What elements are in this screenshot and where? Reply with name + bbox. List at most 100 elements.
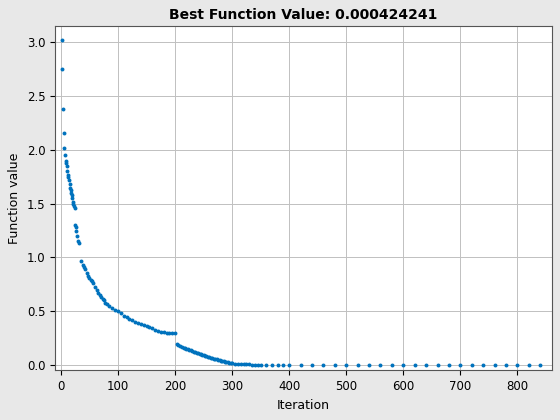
Point xyxy=(181,345,190,352)
Point xyxy=(342,362,351,368)
Point xyxy=(58,66,67,73)
Point xyxy=(172,340,181,347)
Point xyxy=(256,361,265,368)
Point xyxy=(319,362,328,368)
Title: Best Function Value: 0.000424241: Best Function Value: 0.000424241 xyxy=(169,8,437,22)
Point xyxy=(212,356,221,363)
Point xyxy=(78,262,87,268)
Point xyxy=(72,227,81,234)
Point xyxy=(96,294,105,301)
Point xyxy=(176,343,185,349)
Point xyxy=(479,362,488,368)
Point xyxy=(524,362,533,368)
Point xyxy=(284,362,293,368)
Point xyxy=(353,362,362,368)
Point xyxy=(64,177,73,184)
Point xyxy=(81,266,90,273)
Point xyxy=(122,313,131,320)
Point xyxy=(139,322,148,328)
Y-axis label: Function value: Function value xyxy=(8,152,21,244)
Point xyxy=(65,181,74,188)
Point xyxy=(513,362,522,368)
Point xyxy=(422,362,431,368)
Point xyxy=(68,195,77,202)
Point xyxy=(183,346,192,353)
Point xyxy=(95,292,104,299)
Point xyxy=(218,357,227,364)
Point xyxy=(253,361,262,368)
Point xyxy=(125,315,134,322)
Point xyxy=(71,222,80,228)
Point xyxy=(62,163,71,169)
Point xyxy=(72,233,81,239)
Point xyxy=(219,358,228,365)
Point xyxy=(59,129,68,136)
Point xyxy=(204,354,213,360)
Point xyxy=(189,348,198,355)
Point xyxy=(156,328,165,335)
Point xyxy=(62,160,71,166)
Point xyxy=(99,297,108,304)
Point xyxy=(76,257,85,264)
Point xyxy=(279,362,288,368)
Point xyxy=(193,350,202,357)
Point xyxy=(248,361,256,368)
Point xyxy=(185,346,194,353)
Point xyxy=(105,302,114,309)
Point xyxy=(168,329,177,336)
Point xyxy=(223,359,232,366)
Point xyxy=(63,168,72,175)
Point xyxy=(128,317,137,323)
Point xyxy=(94,290,102,297)
Point xyxy=(74,240,83,247)
Point xyxy=(307,362,316,368)
Point xyxy=(196,351,205,357)
Point xyxy=(111,307,120,313)
Point xyxy=(66,184,74,191)
Point xyxy=(82,269,91,276)
Point xyxy=(114,308,123,315)
Point xyxy=(153,327,162,334)
Point xyxy=(467,362,476,368)
Point xyxy=(536,362,545,368)
X-axis label: Iteration: Iteration xyxy=(277,399,330,412)
Point xyxy=(250,361,259,368)
Point xyxy=(92,286,101,293)
Point xyxy=(202,353,211,360)
Point xyxy=(98,296,107,303)
Point xyxy=(236,361,245,368)
Point xyxy=(69,202,78,209)
Point xyxy=(399,362,408,368)
Point xyxy=(178,344,186,351)
Point xyxy=(222,359,231,365)
Point xyxy=(207,354,216,361)
Point xyxy=(273,362,282,368)
Point xyxy=(239,361,248,368)
Point xyxy=(89,280,98,286)
Point xyxy=(215,357,224,364)
Point xyxy=(87,277,96,284)
Point xyxy=(136,321,145,328)
Point xyxy=(205,354,214,361)
Point xyxy=(60,144,69,151)
Point xyxy=(63,171,72,178)
Point xyxy=(262,362,271,368)
Point xyxy=(174,341,183,348)
Point xyxy=(490,362,499,368)
Point xyxy=(231,360,240,367)
Point xyxy=(85,275,94,281)
Point xyxy=(101,299,110,306)
Point xyxy=(64,173,73,180)
Point xyxy=(80,264,88,270)
Point xyxy=(102,300,111,307)
Point xyxy=(330,362,339,368)
Point xyxy=(195,350,204,357)
Point xyxy=(61,158,70,164)
Point xyxy=(162,329,171,336)
Point xyxy=(388,362,396,368)
Point xyxy=(198,352,207,358)
Point xyxy=(192,349,201,356)
Point xyxy=(216,357,225,364)
Point xyxy=(145,324,154,331)
Point xyxy=(228,360,237,367)
